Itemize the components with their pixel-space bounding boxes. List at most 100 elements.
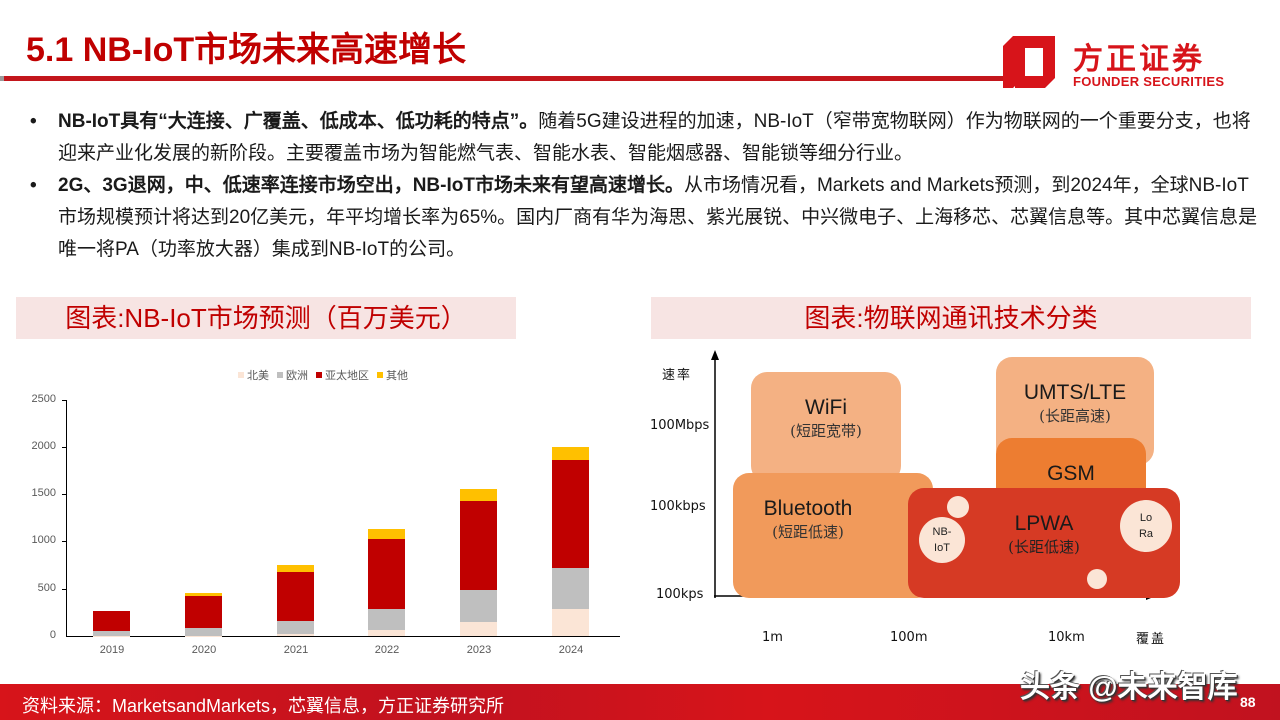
bar-segment: [460, 622, 497, 636]
bullet-body: 从市场情况看，Markets and Markets预测，到2024年，全球NB…: [58, 175, 1258, 260]
y-axis-title: 速率: [662, 368, 693, 383]
box-sublabel: (长距高速): [1039, 407, 1111, 425]
bar-segment: [185, 593, 222, 597]
x-axis-title: 覆盖: [1136, 632, 1167, 647]
iot-tech-diagram: 速率 100Mbps 100kbps 100kps 1m 100m 10km 覆…: [650, 350, 1280, 660]
x-axis: [66, 636, 620, 637]
bar-2023: [460, 489, 497, 636]
x-tick-label: 2021: [283, 644, 309, 656]
bluetooth-box: Bluetooth (短距低速): [733, 473, 933, 598]
legend-label: 亚太地区: [325, 370, 369, 382]
bar-segment: [460, 500, 497, 591]
legend-label: 其他: [386, 370, 408, 382]
box-label: WiFi: [805, 396, 847, 419]
legend-label: 北美: [247, 370, 269, 382]
legend-item: 北美: [238, 367, 269, 383]
legend-item: 亚太地区: [316, 367, 369, 383]
bar-2020: [185, 593, 222, 636]
circle-label: NB-: [932, 526, 952, 538]
legend-swatch: [377, 372, 383, 378]
chart-legend: 北美 欧洲 亚太地区 其他: [238, 367, 408, 383]
bar-segment: [552, 446, 589, 461]
y-tick-label: 100kbps: [650, 499, 706, 514]
bullet-list: • NB-IoT具有“大连接、广覆盖、低成本、低功耗的特点”。随着5G建设进程的…: [28, 106, 1258, 266]
bar-segment: [277, 633, 314, 636]
bar-segment: [368, 608, 405, 631]
y-tick: [62, 589, 66, 590]
small-bubble: [1087, 569, 1107, 589]
page-title: 5.1 NB-IoT市场未来高速增长: [26, 31, 467, 69]
legend-swatch: [277, 372, 283, 378]
x-tick-label: 2020: [191, 644, 217, 656]
bar-segment: [93, 630, 130, 636]
bar-segment: [460, 489, 497, 501]
chart-title-iot-tech: 图表:物联网通讯技术分类: [651, 297, 1251, 339]
nb-iot-circle: NB- IoT: [919, 517, 965, 563]
logo-mark-icon: [1003, 36, 1055, 88]
bar-segment: [93, 610, 130, 631]
circle-label: IoT: [934, 542, 950, 554]
bullet-item: • NB-IoT具有“大连接、广覆盖、低成本、低功耗的特点”。随着5G建设进程的…: [28, 106, 1258, 170]
logo-chinese-text: 方正证券: [1073, 43, 1205, 76]
bar-segment: [368, 539, 405, 609]
x-tick-label: 2023: [466, 644, 492, 656]
bullet-body: 随着5G建设进程的加速，NB-IoT（窄带宽物联网）作为物联网的一个重要分支，也…: [58, 111, 1251, 164]
legend-item: 其他: [377, 367, 408, 383]
y-tick: [62, 494, 66, 495]
bar-2021: [277, 565, 314, 636]
page-number: 88: [1240, 694, 1256, 710]
bar-segment: [552, 608, 589, 636]
y-tick: [62, 541, 66, 542]
y-tick-label: 1500: [31, 487, 56, 499]
x-tick-label: 10km: [1048, 630, 1085, 645]
legend-swatch: [316, 372, 322, 378]
bar-segment: [185, 627, 222, 636]
bar-segment: [460, 590, 497, 623]
box-label: GSM: [1047, 462, 1095, 485]
legend-swatch: [238, 372, 244, 378]
source-note: 资料来源：MarketsandMarkets，芯翼信息，方正证券研究所: [22, 696, 505, 716]
title-divider-accent: [0, 76, 4, 81]
circle-label: Ra: [1138, 528, 1154, 540]
bar-2022: [368, 529, 405, 636]
market-forecast-chart: 北美 欧洲 亚太地区 其他 2500 2000 1500 1000 500 0 …: [0, 350, 640, 660]
lora-circle: Lo Ra: [1120, 500, 1172, 552]
bar-segment: [277, 565, 314, 572]
x-tick-label: 2024: [558, 644, 584, 656]
legend-item: 欧洲: [277, 367, 308, 383]
y-tick: [62, 447, 66, 448]
bar-segment: [368, 529, 405, 540]
box-label: UMTS/LTE: [1023, 381, 1127, 404]
logo-english-text: FOUNDER SECURITIES: [1073, 74, 1225, 89]
y-tick-label: 0: [49, 629, 56, 641]
x-tick-label: 2022: [374, 644, 400, 656]
bar-segment: [185, 596, 222, 628]
x-tick-label: 2019: [99, 644, 125, 656]
bullet-dot-icon: •: [30, 111, 37, 132]
box-label: LPWA: [1014, 512, 1074, 535]
y-tick-label: 500: [37, 582, 56, 594]
bar-2024: [552, 446, 589, 636]
bar-segment: [368, 630, 405, 636]
bar-2019: [93, 610, 130, 636]
bar-segment: [277, 620, 314, 634]
circle-label: Lo: [1139, 512, 1153, 524]
y-tick-label: 1000: [31, 534, 56, 546]
y-tick-label: 2500: [31, 393, 56, 405]
founder-securities-logo: 方正证券 FOUNDER SECURITIES: [1003, 34, 1243, 94]
small-bubble: [947, 496, 969, 518]
box-sublabel: (短距宽带): [790, 422, 862, 440]
y-tick-label: 100kps: [656, 587, 704, 602]
bar-segment: [552, 460, 589, 569]
bullet-heading: NB-IoT具有“大连接、广覆盖、低成本、低功耗的特点”。: [58, 111, 539, 132]
legend-label: 欧洲: [286, 370, 308, 382]
y-axis-arrow-icon: [711, 350, 719, 598]
box-label: Bluetooth: [763, 497, 853, 520]
footer-bar: 资料来源：MarketsandMarkets，芯翼信息，方正证券研究所: [0, 684, 1280, 720]
x-tick-label: 100m: [890, 630, 928, 645]
box-sublabel: (长距低速): [1008, 538, 1080, 556]
bullet-item: • 2G、3G退网，中、低速率连接市场空出，NB-IoT市场未来有望高速增长。从…: [28, 170, 1258, 266]
bullet-dot-icon: •: [30, 175, 37, 196]
bar-segment: [277, 571, 314, 621]
